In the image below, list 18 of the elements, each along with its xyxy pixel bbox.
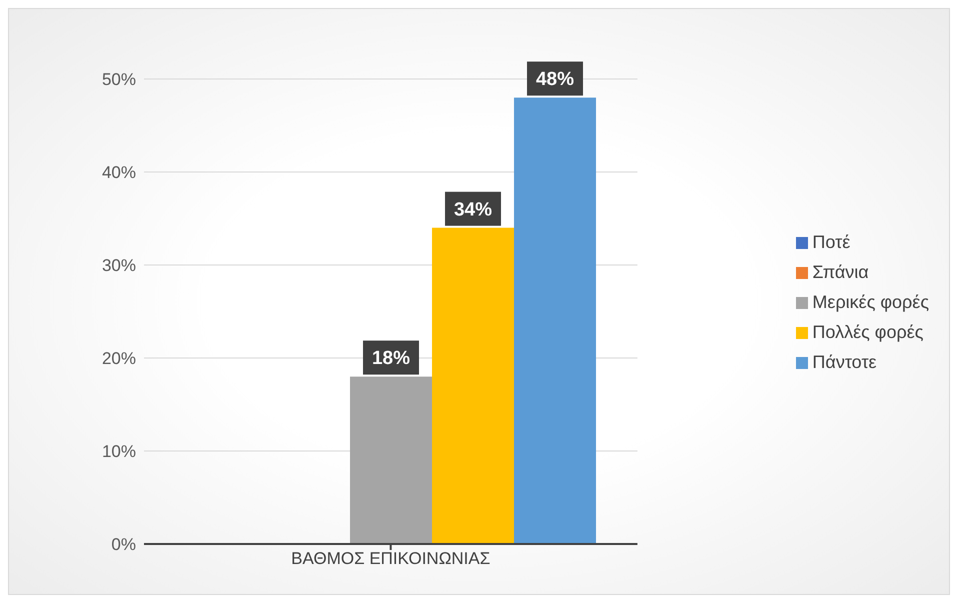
bar: [432, 228, 514, 544]
legend-label: Ποτέ: [812, 232, 850, 252]
y-tick-label: 30%: [102, 256, 136, 276]
y-tick-label: 10%: [102, 442, 136, 462]
y-tick-label: 0%: [111, 535, 136, 554]
legend-label: Μερικές φορές: [812, 292, 929, 312]
y-tick-label: 40%: [102, 163, 136, 182]
legend-label: Πάντοτε: [812, 352, 877, 372]
bar: [514, 98, 596, 544]
data-label: 48%: [536, 69, 574, 90]
legend-label: Σπάνια: [812, 262, 869, 282]
y-tick-label: 20%: [102, 349, 136, 368]
data-label: 18%: [372, 348, 410, 370]
bar: [350, 376, 432, 544]
x-tick-label: ΒΑΘΜΟΣ ΕΠΙΚΟΙΝΩΝΙΑΣ: [291, 549, 490, 568]
legend-label: Πολλές φορές: [812, 322, 924, 342]
data-label: 34%: [454, 199, 492, 220]
y-tick-label: 50%: [102, 70, 136, 90]
